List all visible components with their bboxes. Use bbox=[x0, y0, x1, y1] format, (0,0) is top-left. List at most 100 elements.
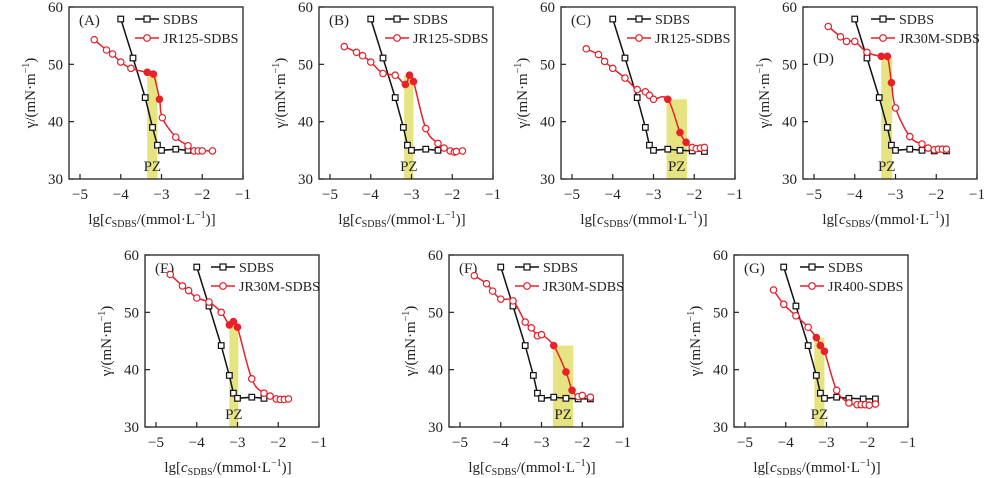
data-point-sdbs bbox=[534, 389, 541, 397]
data-point-sdbs bbox=[248, 393, 256, 401]
x-axis-label-part: −1 bbox=[929, 210, 940, 221]
data-point-polymer bbox=[521, 318, 530, 326]
data-point-polymer-pz bbox=[149, 70, 158, 78]
data-point-sdbs bbox=[804, 342, 812, 349]
x-tick-label: −5 bbox=[737, 435, 753, 451]
data-point-polymer-pz bbox=[155, 95, 164, 104]
data-point-polymer bbox=[208, 147, 217, 155]
y-axis-label-end: ) bbox=[23, 58, 39, 63]
x-axis-label-part: c bbox=[355, 212, 362, 228]
panel-label: (G) bbox=[744, 261, 765, 277]
y-axis-label: γ/(mN·m−1) bbox=[97, 306, 115, 378]
y-axis-label-sup: −1 bbox=[686, 311, 697, 322]
x-axis-label: lg[cSDBS/(mmol·L−1)] bbox=[164, 458, 291, 478]
data-point-polymer bbox=[836, 33, 845, 41]
data-point-polymer bbox=[260, 389, 268, 397]
data-point-sdbs bbox=[812, 372, 820, 379]
y-axis-label: γ/(mN·m−1) bbox=[21, 58, 39, 130]
data-point-sdbs bbox=[851, 15, 859, 23]
x-tick-label: −4 bbox=[363, 187, 379, 203]
panel-f: −5 −4 −3 −2 −130405060γ/(mN·m−1)lg[cSDBS/(mm… bbox=[401, 248, 631, 478]
data-point-polymer bbox=[586, 393, 595, 401]
x-axis-label-part: −1 bbox=[271, 458, 282, 469]
data-point-sdbs bbox=[780, 263, 788, 271]
x-axis-label-part: lg[ bbox=[468, 460, 485, 476]
x-axis-label-part: SDBS bbox=[492, 467, 517, 478]
data-point-sdbs bbox=[609, 15, 617, 23]
data-point-sdbs bbox=[217, 342, 225, 349]
data-point-sdbs bbox=[676, 146, 684, 154]
data-point-polymer-pz bbox=[883, 52, 892, 61]
y-axis-label-end: ) bbox=[273, 58, 289, 63]
data-point-polymer bbox=[178, 282, 187, 290]
x-tick-label: −2 bbox=[444, 187, 460, 203]
y-tick-label: 30 bbox=[428, 420, 443, 436]
data-point-polymer-pz bbox=[233, 323, 242, 332]
x-axis-label-part: c bbox=[597, 212, 604, 228]
data-point-sdbs bbox=[918, 146, 926, 154]
data-point-sdbs bbox=[422, 145, 430, 153]
panel-d: −5 −4 −3 −2 −130405060γ/(mN·m−1)lg[cSDBS/(mm… bbox=[755, 0, 985, 230]
x-axis-label-part: −1 bbox=[445, 210, 456, 221]
y-tick-label: 30 bbox=[124, 420, 139, 436]
legend-marker-square bbox=[143, 15, 151, 23]
y-axis-label-main: γ/(mN·m bbox=[757, 73, 773, 129]
data-point-polymer bbox=[582, 45, 591, 53]
pz-region bbox=[404, 75, 414, 179]
plot-frame bbox=[802, 6, 978, 180]
panel-label: (A) bbox=[79, 13, 100, 29]
x-tick-label: −3 bbox=[534, 435, 550, 451]
data-point-sdbs bbox=[646, 141, 653, 149]
panel-label: (C) bbox=[571, 13, 591, 29]
x-tick-label: −2 bbox=[270, 435, 286, 451]
data-point-polymer bbox=[865, 401, 874, 410]
legend-marker-circle bbox=[393, 34, 401, 42]
data-point-polymer bbox=[769, 286, 778, 294]
data-point-polymer bbox=[358, 51, 367, 60]
data-point-polymer bbox=[649, 95, 658, 104]
data-point-polymer bbox=[217, 308, 226, 317]
legend-marker-square bbox=[523, 263, 531, 271]
panel-b: −5 −4 −3 −2 −130405060γ/(mN·m−1)lg[cSDBS/(mm… bbox=[271, 0, 501, 230]
data-point-polymer bbox=[845, 399, 853, 407]
x-axis-label-part: )] bbox=[698, 212, 708, 228]
data-point-polymer bbox=[166, 270, 175, 279]
pz-region bbox=[814, 337, 825, 427]
pz-region bbox=[666, 99, 687, 179]
y-tick-label: 60 bbox=[540, 0, 555, 16]
x-axis-label-part: c bbox=[839, 212, 846, 228]
y-axis-label-end: ) bbox=[515, 58, 531, 63]
pz-region bbox=[881, 56, 893, 179]
legend-marker-circle bbox=[523, 282, 531, 290]
plot-frame bbox=[448, 254, 624, 428]
data-point-sdbs bbox=[367, 15, 375, 23]
x-axis-label-part: /(mmol·L bbox=[213, 460, 271, 476]
legend-label: SDBS bbox=[543, 261, 578, 276]
data-point-sdbs bbox=[434, 146, 442, 154]
x-axis-label-part: /(mmol·L bbox=[517, 460, 575, 476]
legend-marker-circle bbox=[635, 34, 643, 42]
x-axis-label-part: /(mmol·L bbox=[137, 212, 195, 228]
data-point-polymer bbox=[633, 85, 642, 94]
data-point-polymer bbox=[171, 133, 180, 141]
plot-frame bbox=[560, 6, 736, 180]
x-tick-label: −1 bbox=[615, 435, 631, 451]
legend-marker-circle bbox=[143, 34, 151, 42]
data-point-polymer bbox=[452, 147, 461, 156]
y-tick-label: 40 bbox=[540, 115, 555, 131]
y-axis-label-sup: −1 bbox=[513, 63, 524, 74]
x-tick-label: −3 bbox=[154, 187, 170, 203]
data-point-polymer bbox=[352, 48, 361, 57]
y-axis-label-end: ) bbox=[688, 306, 704, 311]
y-tick-label: 60 bbox=[124, 248, 139, 264]
x-tick-label: −1 bbox=[235, 187, 251, 203]
pz-label: PZ bbox=[554, 407, 572, 423]
y-tick-label: 30 bbox=[540, 172, 555, 188]
series-line-polymer bbox=[343, 45, 463, 153]
data-point-polymer bbox=[842, 37, 851, 46]
x-axis-label-part: /(mmol·L bbox=[802, 460, 860, 476]
data-point-sdbs bbox=[141, 94, 149, 101]
data-point-polymer bbox=[127, 64, 135, 73]
legend-marker-square bbox=[393, 15, 401, 23]
x-tick-label: −1 bbox=[311, 435, 327, 451]
